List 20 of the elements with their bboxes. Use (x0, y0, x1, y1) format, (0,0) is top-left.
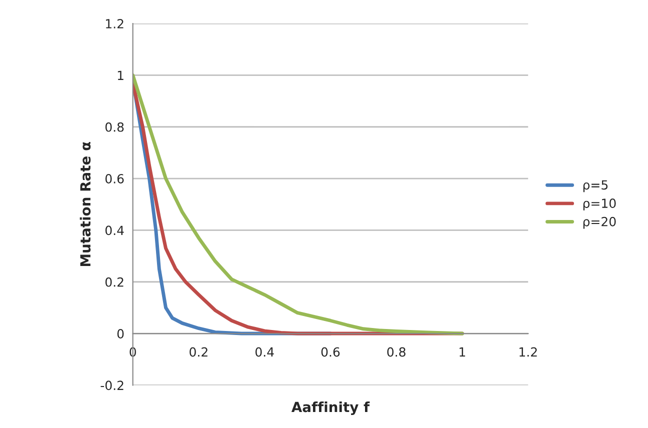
y-tick-label: 1.2 (106, 19, 124, 28)
x-tick-label: 0.8 (387, 347, 406, 357)
y-tick-label: -0.2 (100, 380, 124, 390)
legend-label: ρ=5 (583, 180, 608, 192)
y-tick-label: 0.6 (105, 174, 124, 184)
x-tick-label: 0.2 (190, 347, 208, 357)
x-tick-label: 0.6 (321, 347, 340, 357)
x-tick-label: 1.2 (520, 347, 537, 357)
y-tick-label: 0.8 (105, 122, 124, 132)
y-tick-label: 0.4 (105, 226, 124, 236)
legend-label: ρ=20 (583, 216, 616, 229)
y-tick-label: 0.2 (105, 277, 124, 287)
x-tick-label: 1 (460, 347, 466, 357)
y-axis-title: Mutation Rate α (80, 142, 91, 266)
x-axis-title: Aaffinity f (291, 401, 370, 416)
y-tick-label: 0 (117, 329, 124, 338)
y-tick-label: 1 (118, 70, 124, 80)
x-tick-label: 0 (130, 347, 136, 357)
x-tick-label: 0.4 (255, 347, 274, 357)
legend-label: ρ=10 (583, 198, 616, 210)
